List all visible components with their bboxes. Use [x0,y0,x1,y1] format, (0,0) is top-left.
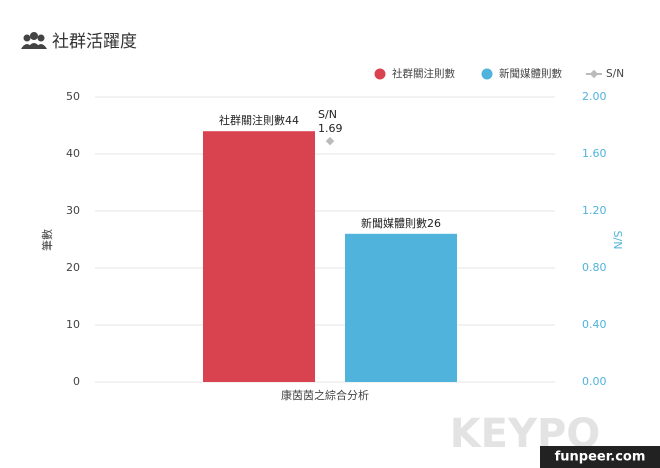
y-tick-label: 50 [66,90,80,103]
data-label: 新聞媒體則數26 [361,216,441,230]
y-tick-label: 10 [66,318,80,331]
y2-tick-label: 0.00 [582,375,607,388]
data-label: 社群關注則數44 [219,113,299,127]
y2-axis-label: S/N [611,231,624,250]
data-label-value: 44 [285,114,299,127]
title-icon [21,32,47,49]
legend-marker [374,68,386,80]
data-label-name: S/N [318,108,337,121]
x-tick-label: 康茵茵之綜合分析 [281,388,369,402]
y-tick-label: 40 [66,147,80,160]
legend-label[interactable]: 社群關注則數 [392,67,455,80]
data-label-name: 社群關注則數 [219,113,285,127]
bar [345,233,457,382]
legend-label[interactable]: S/N [606,68,624,80]
sn-point [325,136,335,146]
y2-tick-label: 1.60 [582,147,607,160]
y-tick-label: 20 [66,261,80,274]
y-axis-label: 筆數 [40,229,54,251]
y2-tick-label: 0.80 [582,261,607,274]
bar [203,131,315,382]
chart-title: 社群活躍度 [52,32,137,52]
legend-marker [481,68,493,80]
legend-label[interactable]: 新聞媒體則數 [499,67,562,80]
data-label-name: 新聞媒體則數 [361,216,427,230]
source-badge [540,446,660,468]
y-tick-label: 0 [73,375,80,388]
y2-tick-label: 0.40 [582,318,607,331]
data-label-value: 26 [427,217,441,230]
data-label-value: 1.69 [318,122,343,135]
y2-tick-label: 2.00 [582,90,607,103]
source: funpeer.com [555,450,646,465]
y-tick-label: 30 [66,204,80,217]
y2-tick-label: 1.20 [582,204,607,217]
